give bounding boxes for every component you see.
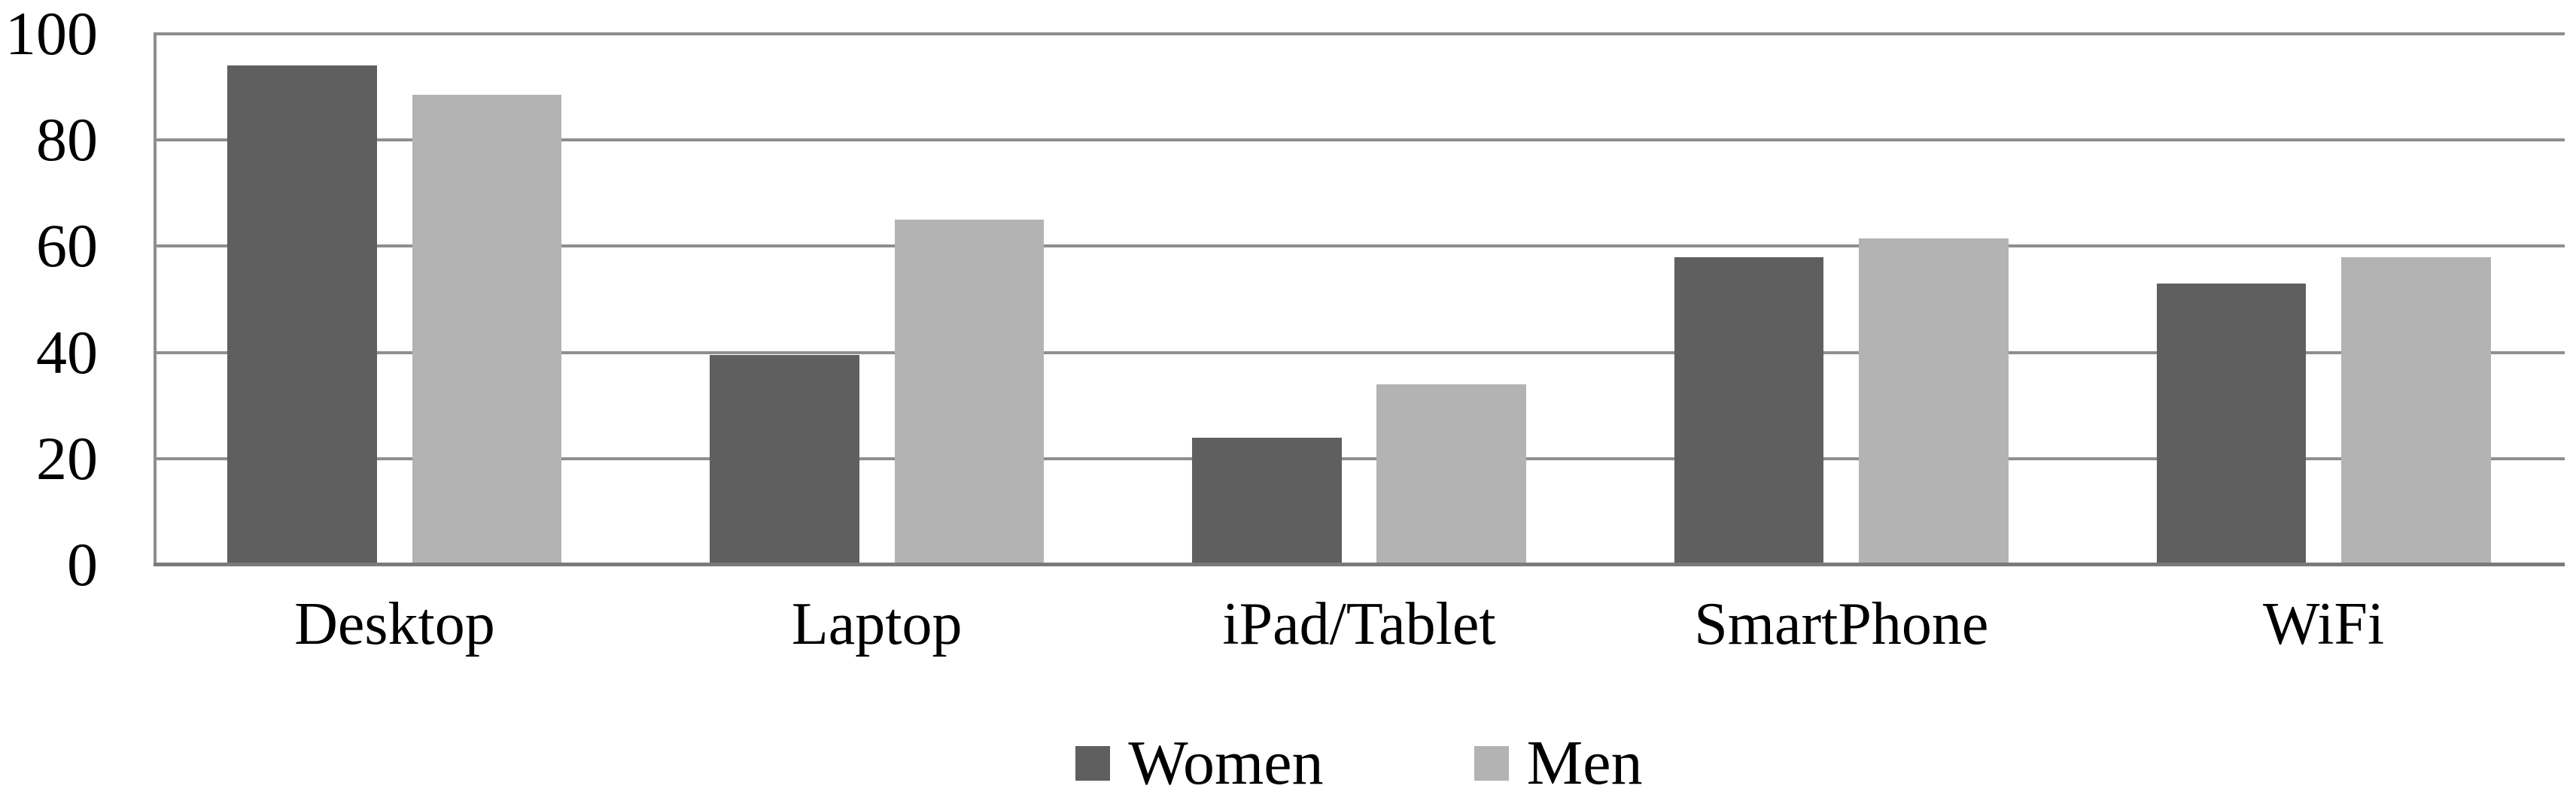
category-group-wifi bbox=[2082, 34, 2565, 565]
y-axis-line bbox=[154, 34, 157, 565]
x-axis-line bbox=[154, 563, 2565, 566]
bar-men-desktop bbox=[412, 95, 562, 565]
bar-women-desktop bbox=[227, 65, 378, 565]
gridline bbox=[154, 350, 2565, 354]
legend-item-men: Men bbox=[1474, 726, 1643, 801]
bars-container bbox=[154, 34, 2565, 565]
plot-area bbox=[154, 32, 2565, 566]
legend-label-men: Men bbox=[1526, 728, 1643, 798]
bar-women-laptop bbox=[710, 355, 859, 565]
category-group-ipad-tablet bbox=[1118, 34, 1601, 565]
y-axis-tick-label: 100 bbox=[5, 0, 98, 68]
legend-swatch-men bbox=[1474, 746, 1509, 781]
bar-women-smartphone bbox=[1674, 256, 1824, 565]
y-axis-tick-label: 60 bbox=[36, 211, 98, 281]
x-axis-category-label-smartphone: SmartPhone bbox=[1694, 591, 1989, 657]
legend-item-women: Women bbox=[1075, 726, 1324, 801]
y-axis-tick-label: 20 bbox=[36, 423, 98, 493]
gridline bbox=[154, 138, 2565, 142]
bar-men-ipad-tablet bbox=[1376, 384, 1527, 565]
category-group-desktop bbox=[154, 34, 636, 565]
category-group-laptop bbox=[636, 34, 1118, 565]
x-axis-category-labels: Desktop Laptop iPad/Tablet SmartPhone WiFi bbox=[154, 583, 2565, 666]
gridline bbox=[154, 32, 2565, 35]
bar-men-smartphone bbox=[1859, 238, 2009, 565]
legend-label-women: Women bbox=[1128, 728, 1324, 798]
x-axis-category-label-ipad-tablet: iPad/Tablet bbox=[1222, 591, 1496, 657]
category-group-smartphone bbox=[1600, 34, 2082, 565]
y-axis-tick-label: 80 bbox=[36, 105, 98, 174]
y-axis-tick-labels: 0 20 40 60 80 100 bbox=[0, 3, 98, 596]
y-axis-tick-label: 0 bbox=[67, 530, 98, 599]
gridline bbox=[154, 457, 2565, 460]
legend: Women Men bbox=[154, 718, 2565, 804]
x-axis-category-label-laptop: Laptop bbox=[791, 591, 963, 657]
bar-men-laptop bbox=[894, 220, 1045, 565]
bar-women-ipad-tablet bbox=[1191, 437, 1342, 565]
legend-swatch-women bbox=[1075, 746, 1111, 781]
gridline bbox=[154, 244, 2565, 248]
bar-men-wifi bbox=[2340, 256, 2491, 565]
x-axis-category-label-wifi: WiFi bbox=[2262, 591, 2385, 657]
y-axis-tick-label: 40 bbox=[36, 317, 98, 387]
bar-women-wifi bbox=[2156, 283, 2307, 565]
x-axis-category-label-desktop: Desktop bbox=[294, 591, 495, 657]
